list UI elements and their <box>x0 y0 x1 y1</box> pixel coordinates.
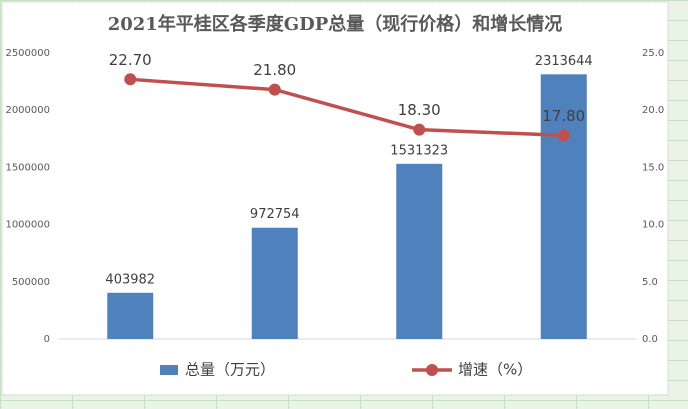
line-point <box>124 73 137 86</box>
line-point <box>557 129 570 142</box>
y2-tick-label: 20.0 <box>642 105 664 116</box>
y2-tick-label: 5.0 <box>642 277 658 288</box>
data-label: 22.70 <box>109 51 152 69</box>
legend-swatch <box>426 364 438 376</box>
bar <box>107 292 154 339</box>
y-tick-label: 2000000 <box>5 105 50 116</box>
y-tick-label: 500000 <box>12 277 50 288</box>
data-label: 403982 <box>105 272 155 287</box>
bar <box>540 74 587 340</box>
y2-tick-label: 25.0 <box>642 48 664 59</box>
line-point <box>413 123 426 136</box>
data-label: 17.80 <box>542 107 585 125</box>
data-label: 972754 <box>250 207 300 222</box>
data-label: 18.30 <box>398 101 441 119</box>
y2-tick-label: 0.0 <box>642 334 658 345</box>
y2-tick-label: 10.0 <box>642 220 664 231</box>
data-label: 2313644 <box>535 54 593 69</box>
y-tick-label: 1000000 <box>5 220 50 231</box>
bar <box>396 163 443 339</box>
legend-swatch <box>160 365 178 375</box>
data-label: 1531323 <box>390 143 448 158</box>
data-label: 21.80 <box>253 61 296 79</box>
line <box>130 77 564 138</box>
y-tick-label: 1500000 <box>5 162 50 173</box>
y-tick-label: 0 <box>44 334 50 345</box>
line-point <box>268 83 281 96</box>
y-tick-label: 2500000 <box>5 48 50 59</box>
y2-tick-label: 15.0 <box>642 162 664 173</box>
bar <box>251 227 298 339</box>
legend-label: 增速（%） <box>458 361 532 379</box>
chart-title: 2021年平桂区各季度GDP总量（现行价格）和增长情况 <box>108 13 563 35</box>
legend-label: 总量（万元） <box>185 361 275 379</box>
